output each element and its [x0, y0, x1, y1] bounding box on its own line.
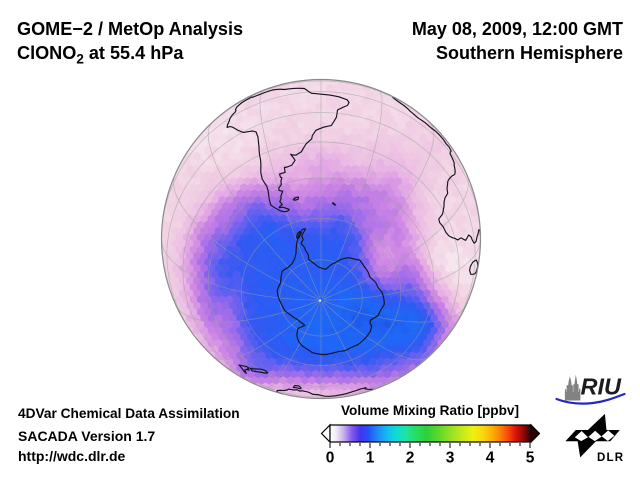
svg-text:Volume Mixing Ratio [ppbv]: Volume Mixing Ratio [ppbv]	[341, 403, 519, 418]
svg-text:0: 0	[326, 450, 335, 467]
svg-text:3: 3	[446, 450, 455, 467]
svg-text:DLR: DLR	[597, 452, 624, 464]
svg-text:4: 4	[486, 450, 495, 467]
svg-text:1: 1	[366, 450, 375, 467]
svg-text:RIU: RIU	[581, 374, 623, 400]
svg-text:2: 2	[406, 450, 415, 467]
svg-text:5: 5	[526, 450, 535, 467]
